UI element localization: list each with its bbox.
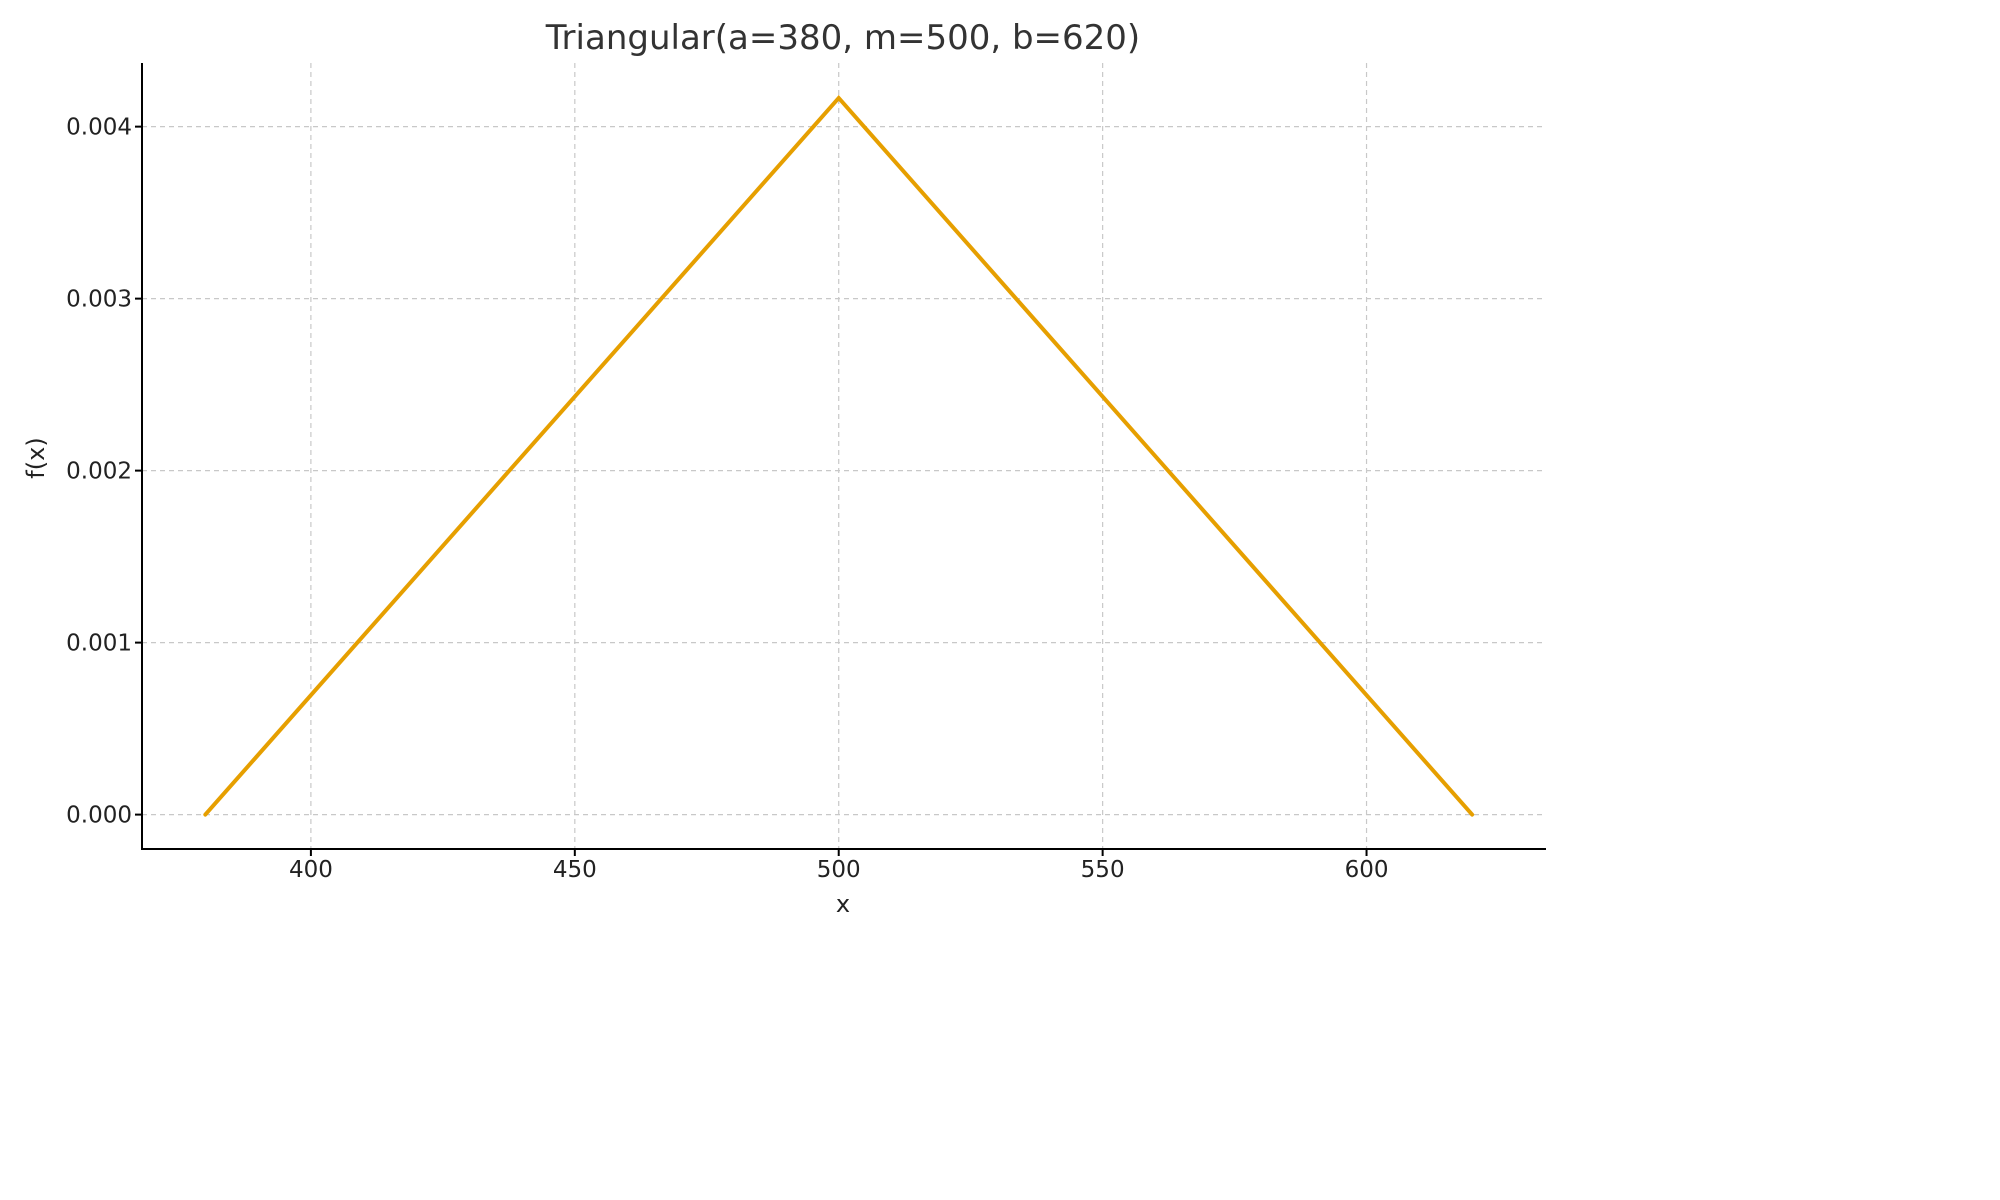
chart-title: Triangular(a=380, m=500, b=620) [545, 18, 1140, 58]
axis-ticks: 400 450 500 550 600 0.000 0.001 0.002 0.003 0.004 [66, 115, 1388, 883]
x-tick-label: 450 [553, 857, 597, 883]
y-tick-label: 0.000 [66, 803, 132, 829]
y-tick-label: 0.001 [66, 631, 132, 657]
x-axis-label: x [836, 890, 850, 918]
x-tick-label: 500 [817, 857, 861, 883]
y-axis-label: f(x) [22, 437, 50, 478]
x-tick-label: 550 [1081, 857, 1125, 883]
x-tick-label: 600 [1345, 857, 1389, 883]
y-tick-label: 0.003 [66, 287, 132, 313]
series-layer [203, 94, 1475, 817]
chart: Triangular(a=380, m=500, b=620) 400 450 50… [22, 18, 1546, 918]
grid [142, 63, 1546, 849]
pdf-line [203, 94, 1475, 817]
y-tick-label: 0.004 [66, 115, 132, 141]
x-tick-label: 400 [289, 857, 333, 883]
y-tick-label: 0.002 [66, 459, 132, 485]
